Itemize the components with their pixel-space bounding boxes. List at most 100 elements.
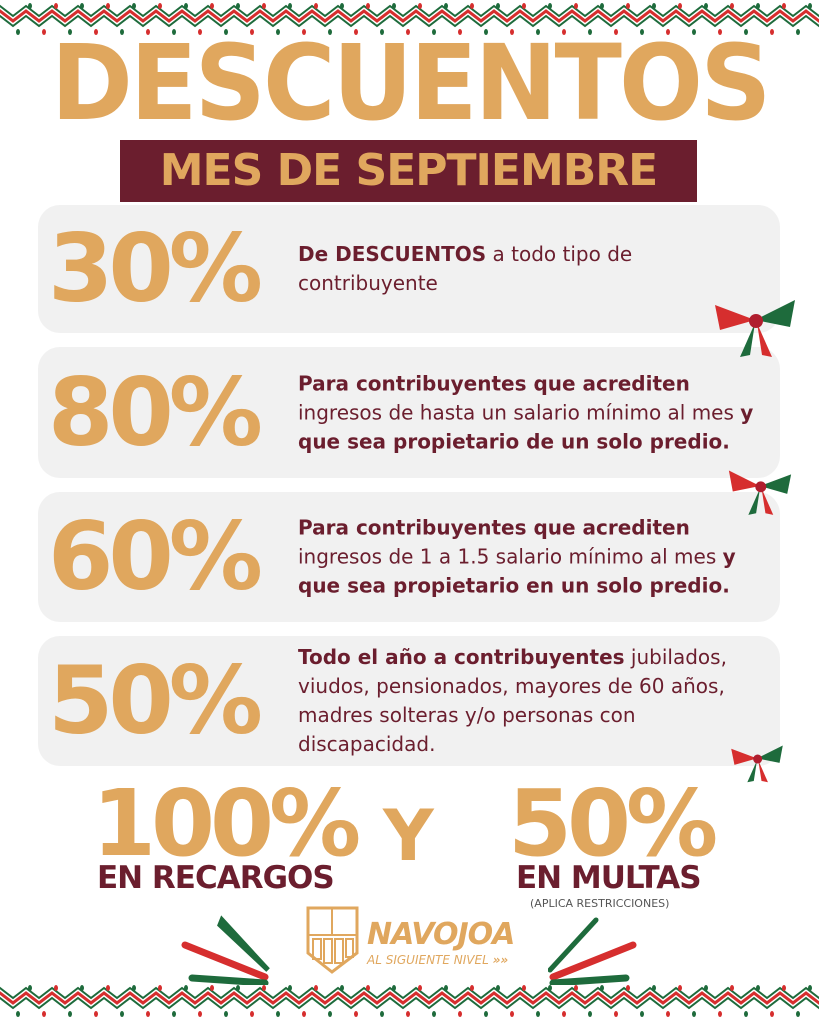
border-dot — [158, 3, 162, 9]
border-dot — [444, 3, 448, 9]
border-dot — [614, 29, 618, 35]
border-dot — [432, 1011, 436, 1017]
border-dot — [184, 3, 188, 9]
border-dot — [392, 985, 396, 991]
border-dot — [614, 1011, 618, 1017]
border-dot — [522, 985, 526, 991]
border-dot — [288, 985, 292, 991]
border-dot — [146, 1011, 150, 1017]
border-dot — [54, 3, 58, 9]
border-dot — [42, 29, 46, 35]
border-dot — [146, 29, 150, 35]
border-dot — [210, 985, 214, 991]
border-dot — [510, 29, 514, 35]
logo-name: NAVOJOA — [367, 917, 515, 952]
border-dot — [250, 29, 254, 35]
month-banner: MES DE SEPTIEMBRE — [120, 140, 697, 202]
border-dot — [132, 985, 136, 991]
border-dot — [470, 985, 474, 991]
border-dot — [120, 1011, 124, 1017]
discount-description: De DESCUENTOS a todo tipo de contribuyen… — [298, 242, 633, 295]
border-dot — [470, 3, 474, 9]
border-dot — [16, 29, 20, 35]
border-dot — [276, 29, 280, 35]
border-dot — [158, 985, 162, 991]
border-dot — [718, 1011, 722, 1017]
border-dot — [106, 985, 110, 991]
fines-label: EN MULTAS — [516, 860, 702, 896]
border-dot — [808, 985, 812, 991]
border-dot — [106, 3, 110, 9]
border-dot — [666, 1011, 670, 1017]
discount-description: Para contribuyentes que acrediten ingres… — [298, 515, 736, 598]
border-dot — [80, 3, 84, 9]
discount-card-60: 60% Para contribuyentes que acrediten in… — [38, 492, 780, 622]
fines-percent: 50% — [508, 770, 718, 877]
decorative-zigzag-border-top — [0, 3, 819, 35]
border-dot — [652, 985, 656, 991]
border-dot — [692, 1011, 696, 1017]
border-dot — [172, 29, 176, 35]
border-dot — [718, 29, 722, 35]
border-dot — [28, 3, 32, 9]
border-dot — [666, 29, 670, 35]
border-dot — [302, 29, 306, 35]
border-dot — [652, 3, 656, 9]
border-dot — [574, 3, 578, 9]
border-dot — [198, 1011, 202, 1017]
discount-card-50: 50% Todo el año a contribuyentes jubilad… — [38, 636, 780, 766]
border-dot — [262, 985, 266, 991]
discount-percent: 30% — [48, 214, 263, 324]
ribbon-bow-icon — [731, 745, 783, 783]
border-dot — [588, 29, 592, 35]
surcharge-label: EN RECARGOS — [97, 860, 335, 896]
discount-card-30: 30% De DESCUENTOS a todo tipo de contrib… — [38, 205, 780, 333]
border-dot — [626, 985, 630, 991]
border-dot — [380, 29, 384, 35]
border-dot — [198, 29, 202, 35]
border-dot — [366, 3, 370, 9]
border-dot — [354, 29, 358, 35]
zigzag-line — [0, 14, 819, 28]
border-dot — [756, 985, 760, 991]
border-dot — [770, 1011, 774, 1017]
border-dot — [366, 985, 370, 991]
city-shield-icon — [306, 906, 359, 974]
border-dot — [94, 1011, 98, 1017]
border-dot — [392, 3, 396, 9]
border-dot — [704, 985, 708, 991]
border-dot — [354, 1011, 358, 1017]
border-dot — [68, 29, 72, 35]
border-dot — [68, 1011, 72, 1017]
border-dot — [340, 3, 344, 9]
discount-percent: 60% — [48, 502, 263, 612]
border-dot — [210, 3, 214, 9]
border-dot — [302, 1011, 306, 1017]
border-dot — [562, 29, 566, 35]
discount-description: Para contribuyentes que acrediten ingres… — [298, 371, 754, 453]
border-dot — [458, 29, 462, 35]
border-dot — [262, 3, 266, 9]
border-dot — [340, 985, 344, 991]
border-dot — [600, 985, 604, 991]
border-dot — [444, 985, 448, 991]
border-dot — [640, 1011, 644, 1017]
border-dot — [692, 29, 696, 35]
border-dot — [744, 1011, 748, 1017]
ribbon-bow-icon — [728, 470, 792, 515]
border-dot — [782, 3, 786, 9]
border-dot — [782, 985, 786, 991]
burst-decoration-right — [548, 917, 637, 985]
border-dot — [536, 1011, 540, 1017]
border-dot — [406, 1011, 410, 1017]
border-dot — [600, 3, 604, 9]
border-dot — [406, 29, 410, 35]
zigzag-line — [0, 986, 819, 1000]
border-dot — [796, 1011, 800, 1017]
border-dot — [808, 3, 812, 9]
border-dot — [510, 1011, 514, 1017]
border-dot — [250, 1011, 254, 1017]
border-dot — [328, 29, 332, 35]
border-dot — [730, 985, 734, 991]
border-dot — [496, 985, 500, 991]
